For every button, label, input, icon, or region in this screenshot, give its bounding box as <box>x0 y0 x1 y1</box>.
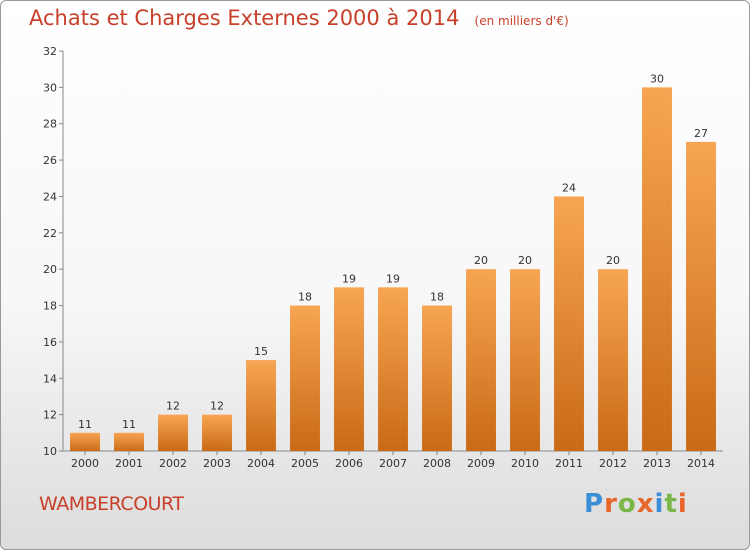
y-tick-label: 26 <box>43 154 57 167</box>
bar-2009 <box>466 269 496 451</box>
data-label-2006: 19 <box>342 272 356 285</box>
bar-2007 <box>378 287 408 451</box>
x-tick-label-2007: 2007 <box>379 457 407 470</box>
bar-2014 <box>686 141 716 451</box>
data-label-2003: 12 <box>210 400 224 413</box>
chart-title: Achats et Charges Externes 2000 à 2014 <box>29 6 460 30</box>
data-label-2004: 15 <box>254 345 268 358</box>
bar-2013 <box>642 87 672 451</box>
bar-chart: 10 12 14 16 18 20 22 24 26 28 30 32 2000 2001 2002 2003… <box>43 45 723 470</box>
y-tick-label: 30 <box>43 81 57 94</box>
x-tick-label-2006: 2006 <box>335 457 363 470</box>
y-tick-label: 12 <box>43 409 57 422</box>
x-tick-label-2004: 2004 <box>247 457 275 470</box>
bar-2008 <box>422 305 452 451</box>
data-label-2005: 18 <box>298 291 312 304</box>
y-tick-label: 10 <box>43 445 57 458</box>
x-tick-label-2000: 2000 <box>71 457 99 470</box>
y-tick-label: 22 <box>43 227 57 240</box>
bar-2011 <box>554 196 584 451</box>
logo-letter: o <box>617 489 637 519</box>
data-label-2007: 19 <box>386 272 400 285</box>
data-label-2002: 12 <box>166 400 180 413</box>
logo-letter: t <box>664 489 678 519</box>
chart-axes: 10 12 14 16 18 20 22 24 26 28 30 32 2000 2001 2002 2003… <box>43 45 723 470</box>
y-tick-label: 18 <box>43 300 57 313</box>
logo-letter: i <box>654 489 665 519</box>
y-tick-label: 14 <box>43 372 57 385</box>
y-tick-label: 16 <box>43 336 57 349</box>
data-label-2013: 30 <box>650 72 664 85</box>
x-tick-label-2008: 2008 <box>423 457 451 470</box>
x-tick-label-2011: 2011 <box>555 457 583 470</box>
bar-2005 <box>290 305 320 451</box>
logo-letter: i <box>677 489 688 519</box>
y-tick-label: 20 <box>43 263 57 276</box>
data-label-2001: 11 <box>122 418 136 431</box>
y-tick-label: 28 <box>43 118 57 131</box>
x-tick-label-2009: 2009 <box>467 457 495 470</box>
proxiti-logo: Proxiti <box>584 489 688 519</box>
data-label-2011: 24 <box>562 181 576 194</box>
chart-bars: 11 11 12 12 15 18 19 19 18 20 20 24 20 30 27 <box>70 72 716 451</box>
chart-title-block: Achats et Charges Externes 2000 à 2014 (… <box>29 6 569 30</box>
bar-2002 <box>158 414 188 451</box>
x-tick-label-2002: 2002 <box>159 457 187 470</box>
logo-letter: P <box>584 489 605 519</box>
x-tick-label-2003: 2003 <box>203 457 231 470</box>
commune-name: WAMBERCOURT <box>39 493 184 515</box>
data-label-2000: 11 <box>78 418 92 431</box>
x-tick-label-2014: 2014 <box>687 457 715 470</box>
bar-2012 <box>598 269 628 451</box>
data-label-2014: 27 <box>694 127 708 140</box>
y-tick-label: 32 <box>43 45 57 58</box>
data-label-2010: 20 <box>518 254 532 267</box>
bar-2001 <box>114 432 144 451</box>
bar-2010 <box>510 269 540 451</box>
chart-subtitle: (en milliers d'€) <box>474 14 569 28</box>
y-tick-label: 24 <box>43 190 57 203</box>
x-tick-label-2001: 2001 <box>115 457 143 470</box>
logo-letter: r <box>604 489 618 519</box>
bar-2000 <box>70 432 100 451</box>
data-label-2009: 20 <box>474 254 488 267</box>
x-tick-label-2005: 2005 <box>291 457 319 470</box>
bar-2004 <box>246 360 276 451</box>
data-label-2012: 20 <box>606 254 620 267</box>
x-tick-label-2012: 2012 <box>599 457 627 470</box>
x-tick-label-2010: 2010 <box>511 457 539 470</box>
data-label-2008: 18 <box>430 291 444 304</box>
logo-letter: x <box>636 489 655 519</box>
x-tick-label-2013: 2013 <box>643 457 671 470</box>
bar-2003 <box>202 414 232 451</box>
bar-2006 <box>334 287 364 451</box>
